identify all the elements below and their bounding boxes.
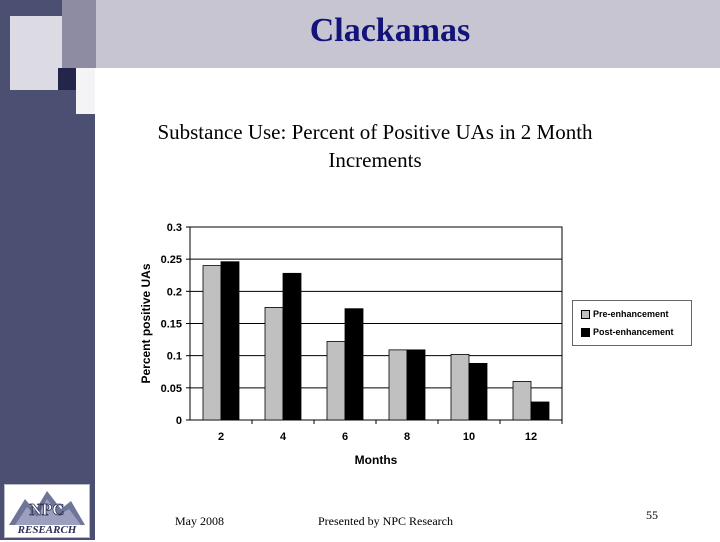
decor-square-light xyxy=(10,16,62,90)
bar-post-4 xyxy=(282,272,302,421)
title-band xyxy=(95,0,720,68)
bar-post-8 xyxy=(406,349,426,421)
subtitle-line-1: Substance Use: Percent of Positive UAs i… xyxy=(157,120,593,144)
x-axis-label: Months xyxy=(355,453,398,467)
page-number: 55 xyxy=(646,508,658,522)
logo-text-npc: NPC xyxy=(30,500,65,519)
x-tick-label: 12 xyxy=(525,431,537,443)
chart-subtitle: Substance Use: Percent of Positive UAs i… xyxy=(110,118,640,174)
npc-research-logo: NPC RESEARCH xyxy=(4,484,90,538)
decor-square-dark xyxy=(58,68,76,90)
y-tick-label: 0.2 xyxy=(167,286,182,298)
footer-presenter: Presented by NPC Research xyxy=(318,514,453,528)
subtitle-line-2: Increments xyxy=(328,148,422,172)
x-tick-label: 10 xyxy=(463,431,475,443)
legend-swatch-post xyxy=(581,327,590,337)
y-tick-label: 0.25 xyxy=(161,254,182,266)
bar-pre-12 xyxy=(512,380,532,421)
bar-post-12 xyxy=(530,401,550,421)
y-tick-label: 0.3 xyxy=(167,222,182,234)
y-tick-label: 0.05 xyxy=(161,383,182,395)
x-tick-label: 6 xyxy=(342,431,348,443)
y-tick-label: 0 xyxy=(176,415,182,427)
bar-chart: 0 0.05 0.1 0.15 0.2 0.25 0.3 2 4 6 8 10 12 Months Perc… xyxy=(139,222,563,467)
footer-date: May 2008 xyxy=(175,514,224,528)
legend-label-pre: Pre-enhancement xyxy=(593,309,669,319)
decor-square-mid xyxy=(62,0,96,68)
legend-swatch-pre xyxy=(581,309,590,319)
x-tick-label: 4 xyxy=(280,431,287,443)
decor-square-white xyxy=(76,68,95,114)
legend-item-pre: Pre-enhancement xyxy=(581,309,669,319)
y-axis-label: Percent positive UAs xyxy=(139,263,153,383)
bar-post-6 xyxy=(344,308,364,421)
bar-post-2 xyxy=(220,261,240,421)
legend-label-post: Post-enhancement xyxy=(593,327,674,337)
bar-post-10 xyxy=(468,362,488,421)
slide-title: Clackamas xyxy=(309,12,471,49)
y-tick-label: 0.1 xyxy=(167,351,182,363)
bar-pre-4 xyxy=(264,307,284,421)
bar-pre-8 xyxy=(388,349,408,421)
legend-item-post: Post-enhancement xyxy=(581,327,674,337)
bar-pre-6 xyxy=(326,341,346,421)
logo-text-research: RESEARCH xyxy=(17,524,77,536)
chart-legend: Pre-enhancement Post-enhancement xyxy=(572,300,692,346)
x-tick-label: 8 xyxy=(404,431,410,443)
logo-graphic: NPC RESEARCH xyxy=(9,491,85,536)
x-tick-label: 2 xyxy=(218,431,224,443)
bar-pre-10 xyxy=(450,353,470,421)
y-tick-label: 0.15 xyxy=(161,319,182,331)
bar-pre-2 xyxy=(202,265,222,421)
